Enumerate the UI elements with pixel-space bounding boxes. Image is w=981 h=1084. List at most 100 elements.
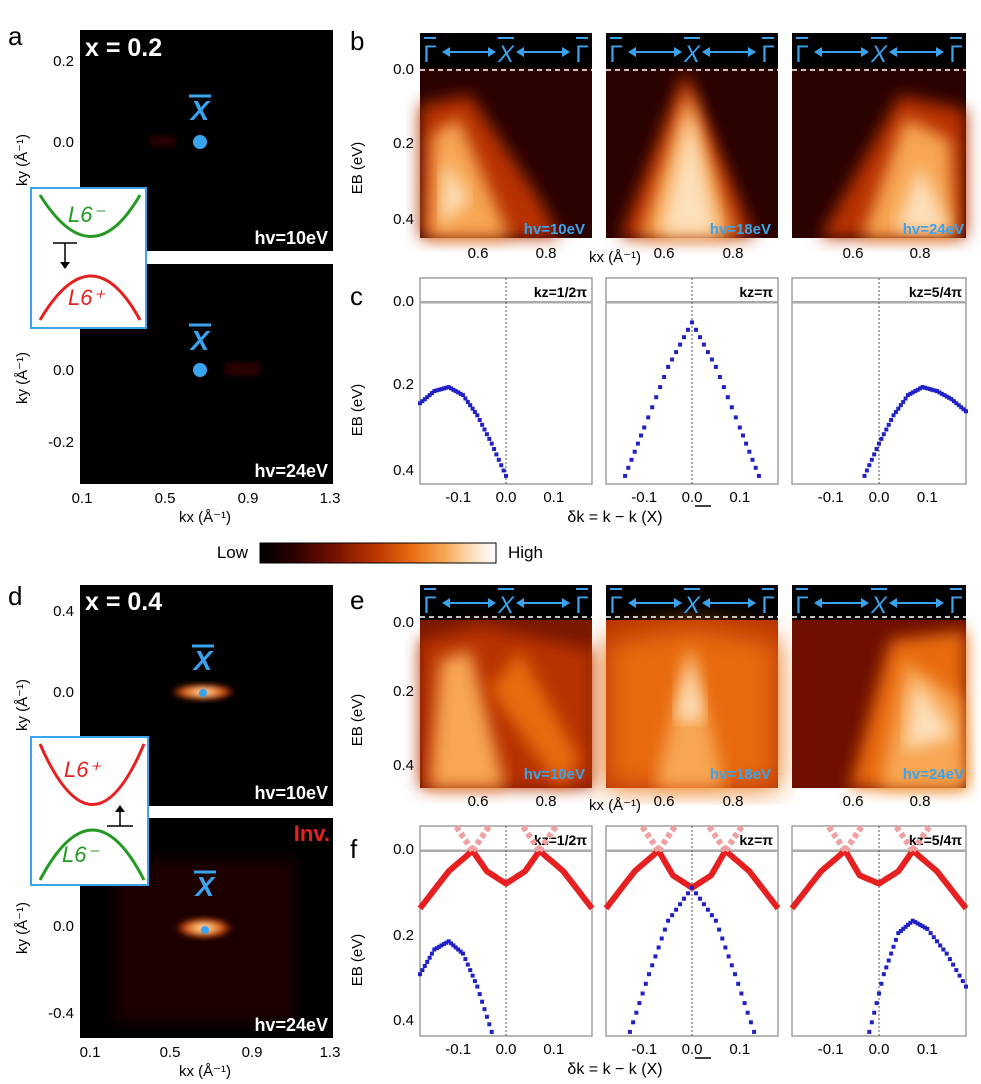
- valence-band-point: [487, 1022, 492, 1027]
- band-label: L6⁺: [64, 757, 102, 782]
- photon-energy-label: hv=10eV: [254, 228, 328, 248]
- valence-band-point: [480, 422, 485, 427]
- valence-band-point: [927, 387, 932, 392]
- panel-f: f kz=1/2π kz=π kz=5/4π 0.0 0.2 0.4 EB (e…: [349, 825, 967, 1078]
- valence-band-point: [666, 364, 671, 369]
- valence-band-point: [750, 457, 755, 462]
- gamma-label: Γ: [575, 41, 588, 68]
- colorbar-high-label: High: [508, 543, 543, 562]
- high-symmetry-headers: Γ ΓX Γ ΓX Γ ΓXΓ ΓX Γ ΓX Γ ΓX: [420, 37, 966, 619]
- valence-band-point: [944, 394, 949, 399]
- valence-band-point: [449, 941, 454, 946]
- valence-band-point: [947, 395, 952, 400]
- valence-band-point: [484, 432, 489, 437]
- conduction-band-extension: [722, 824, 745, 853]
- x-bar-label: X: [189, 95, 212, 126]
- valence-band-point: [918, 922, 923, 927]
- photon-energy-label: hv=10eV: [524, 766, 585, 783]
- valence-band-point: [640, 991, 645, 996]
- arrow-head: [488, 47, 496, 57]
- dk-tick: 0.0: [496, 1041, 517, 1058]
- arrow-head: [748, 47, 756, 57]
- band-order-inset: L6⁺ L6⁻: [30, 736, 149, 886]
- band-label: L6⁻: [68, 202, 106, 227]
- valence-band-point: [698, 335, 702, 340]
- arrow-head: [674, 598, 682, 608]
- valence-band-point: [662, 375, 667, 379]
- valence-band-point: [931, 935, 936, 940]
- energy-tick: 0.2: [393, 927, 414, 944]
- valence-band-point: [422, 964, 427, 968]
- valence-band-point: [910, 390, 915, 395]
- valence-band-point: [461, 393, 465, 398]
- x-label: X: [497, 592, 515, 619]
- valence-band-point: [465, 962, 470, 967]
- dk-tick: 0.0: [496, 489, 517, 506]
- kx-tick: 0.1: [80, 1044, 101, 1061]
- x-label: X: [870, 41, 888, 68]
- ky-tick: 0.0: [53, 684, 74, 701]
- panel-a-doping-label: x = 0.2: [85, 34, 162, 62]
- valence-band-point: [631, 1020, 636, 1025]
- valence-band-point: [463, 957, 468, 962]
- valence-band-point: [739, 991, 744, 996]
- valence-band-point: [639, 433, 643, 438]
- arrow-head: [628, 47, 636, 57]
- valence-band-point: [434, 388, 439, 393]
- photon-energy-label: hv=24eV: [254, 1015, 328, 1035]
- valence-band-point: [879, 436, 884, 441]
- ky-tick: 0.0: [53, 134, 74, 151]
- valence-band-point: [489, 1029, 494, 1034]
- valence-band-point: [701, 902, 706, 907]
- arrow-head: [936, 47, 944, 57]
- arrow-head: [861, 47, 869, 57]
- valence-band-point: [886, 958, 891, 963]
- kx-tick: 0.5: [160, 1044, 181, 1061]
- dk-tick: -0.1: [818, 489, 844, 506]
- valence-band-point: [653, 954, 658, 959]
- valence-band-point: [418, 972, 422, 977]
- valence-band-point: [954, 968, 959, 973]
- valence-band-point: [884, 427, 889, 432]
- band-plot: -0.1 0.0 0.1: [789, 824, 969, 1058]
- band-curve: [38, 743, 146, 806]
- valence-band-point: [623, 473, 628, 478]
- valence-band-point: [756, 473, 761, 478]
- gamma-label: Γ: [761, 592, 774, 619]
- dk-tick: 0.1: [729, 1041, 750, 1058]
- conduction-band-extension: [470, 824, 492, 853]
- arrow-head: [442, 598, 450, 608]
- valence-band-point: [425, 959, 430, 964]
- energy-tick: 0.4: [393, 1012, 414, 1029]
- valence-band-point: [891, 413, 896, 418]
- valence-band-point: [650, 963, 655, 968]
- valence-band-point: [709, 357, 714, 362]
- band-curve: [38, 828, 146, 881]
- energy-tick: 0.0: [393, 61, 414, 78]
- valence-band-point: [898, 929, 903, 933]
- valence-band-point: [465, 399, 470, 404]
- valence-band-point: [709, 913, 714, 918]
- valence-band-point: [453, 389, 458, 394]
- dk-tick: -0.1: [445, 1041, 471, 1058]
- arrow-head: [516, 598, 524, 608]
- valence-band-point: [425, 395, 430, 400]
- arrow-head: [814, 47, 822, 57]
- valence-band-point: [713, 364, 718, 369]
- arrow-head: [488, 598, 496, 608]
- valence-band-point: [444, 385, 449, 390]
- panel-d: d x = 0.4 X X hv=10eV hv=24eV Inv. 0.4 0…: [8, 581, 340, 1080]
- valence-band-point: [420, 399, 425, 404]
- energy-axis-label: EB (eV): [349, 934, 366, 987]
- arrow-head: [442, 47, 450, 57]
- energy-tick: 0.2: [393, 376, 414, 393]
- valence-band-point: [891, 944, 896, 949]
- valence-band-point: [698, 896, 702, 901]
- kx-tick: 0.8: [910, 245, 931, 262]
- valence-band-point: [705, 907, 710, 912]
- valence-band-point: [626, 465, 631, 470]
- conduction-band-extension: [842, 824, 865, 853]
- valence-band-point: [659, 936, 664, 941]
- kx-tick: 0.6: [843, 793, 864, 810]
